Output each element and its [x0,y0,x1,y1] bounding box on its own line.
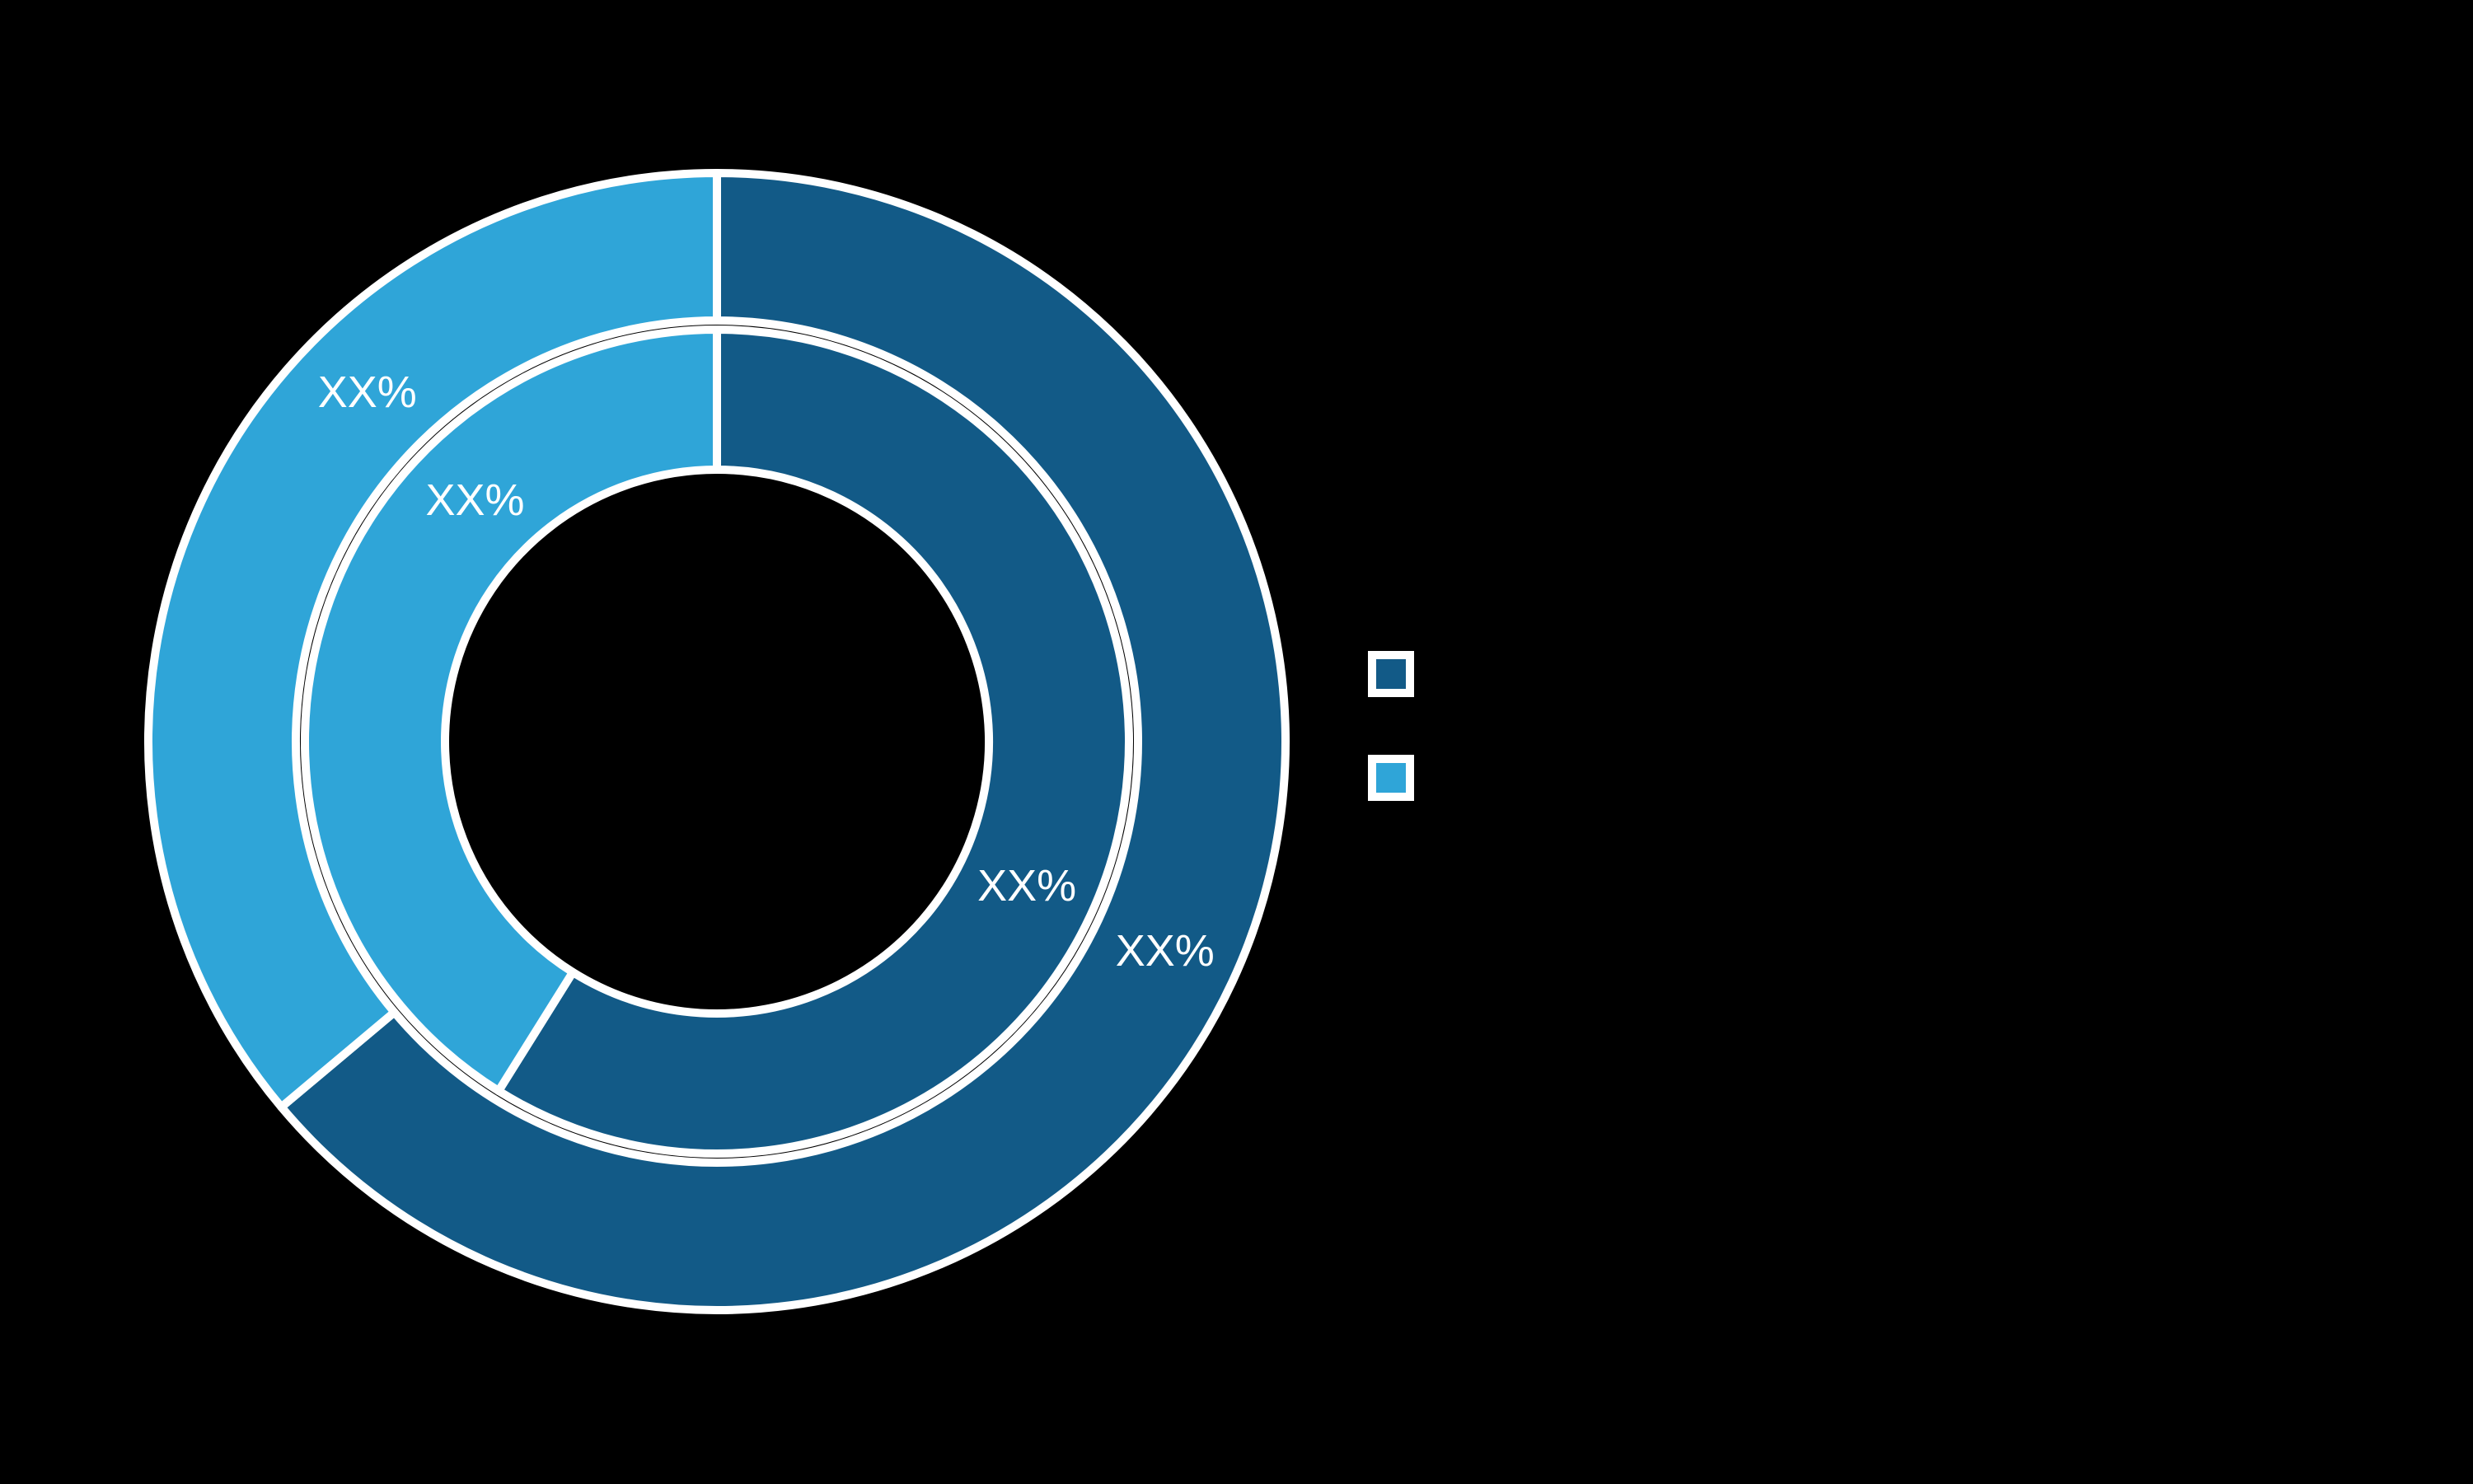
legend-label: Thermocouple [1447,756,1700,801]
legend-item: RTD Temperature Sensor [1368,651,1896,697]
legend-item: Thermocouple [1368,755,1896,801]
legend-swatch [1368,651,1414,697]
legend-swatch [1368,755,1414,801]
legend-label: RTD Temperature Sensor [1447,652,1896,697]
legend: RTD Temperature Sensor Thermocouple [1368,651,1896,801]
chart-stage: RTD Temperature SensorThermocouple XX%XX… [0,0,2473,1484]
